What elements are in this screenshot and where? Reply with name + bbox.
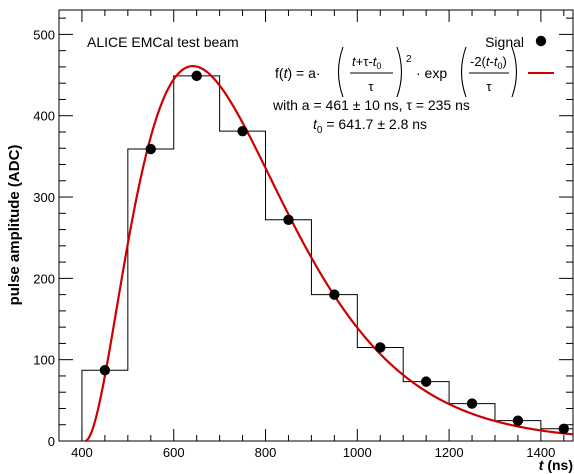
paren-right-1	[396, 46, 403, 98]
signal-point	[145, 143, 156, 155]
frac2-numerator: -2(t-t0)	[470, 54, 507, 71]
signal-point	[420, 376, 432, 387]
signal-point	[512, 415, 524, 426]
signal-point	[375, 342, 386, 353]
legend-signal-label: Signal	[485, 34, 524, 50]
x-axis-label: t (ns)	[539, 457, 573, 473]
frac1-denominator: τ	[368, 79, 374, 94]
frac1-numerator: t+τ-t0	[352, 54, 381, 71]
fit-curve-group	[84, 65, 573, 443]
legend-signal-marker	[535, 35, 547, 47]
fit-formula: f(t) = a· t+τ-t0 τ 2 · exp -2(t-t0) τ	[275, 46, 518, 98]
y-tick-label: 0	[48, 434, 55, 449]
x-tick-label: 1000	[343, 445, 372, 460]
y-tick-label: 400	[33, 109, 55, 124]
y-tick-label: 200	[33, 271, 55, 286]
signal-point	[99, 365, 111, 376]
x-tick-label: 600	[163, 445, 185, 460]
signal-points	[99, 70, 570, 435]
y-axis-label: pulse amplitude (ADC)	[6, 145, 23, 306]
signal-point	[558, 423, 570, 435]
histogram-steps	[81, 75, 573, 441]
formula-exponent: 2	[406, 54, 412, 65]
x-tick-label: 1200	[435, 445, 464, 460]
paren-left-1	[337, 46, 344, 98]
x-tick-label: 1400	[526, 445, 555, 460]
paren-right-2	[511, 46, 518, 98]
x-tick-label: 800	[255, 445, 277, 460]
y-tick-label: 100	[33, 353, 55, 368]
fit-curve	[84, 65, 573, 443]
y-tick-label: 500	[33, 27, 55, 42]
formula-prefix: f(t) = a·	[275, 65, 321, 81]
formula-exp: · exp	[416, 65, 447, 81]
fit-params-line1: with a = 461 ± 10 ns, τ = 235 ns	[272, 97, 470, 113]
histogram	[81, 75, 573, 441]
axis-ticks: 400 600 800 1000 1200 1400 0 100 200 300 400 500	[33, 10, 573, 460]
signal-point	[237, 125, 248, 137]
signal-point	[191, 70, 202, 82]
frac2-denominator: τ	[486, 79, 492, 94]
x-tick-label: 400	[71, 445, 93, 460]
plot-frame	[58, 9, 574, 442]
signal-point	[466, 398, 478, 409]
y-tick-label: 300	[33, 190, 55, 205]
chart-title: ALICE EMCal test beam	[87, 34, 239, 50]
paren-left-2	[460, 46, 467, 98]
signal-point	[329, 289, 340, 300]
signal-point	[283, 214, 294, 226]
fit-params-line2: t0 = 641.7 ± 2.8 ns	[313, 116, 427, 136]
